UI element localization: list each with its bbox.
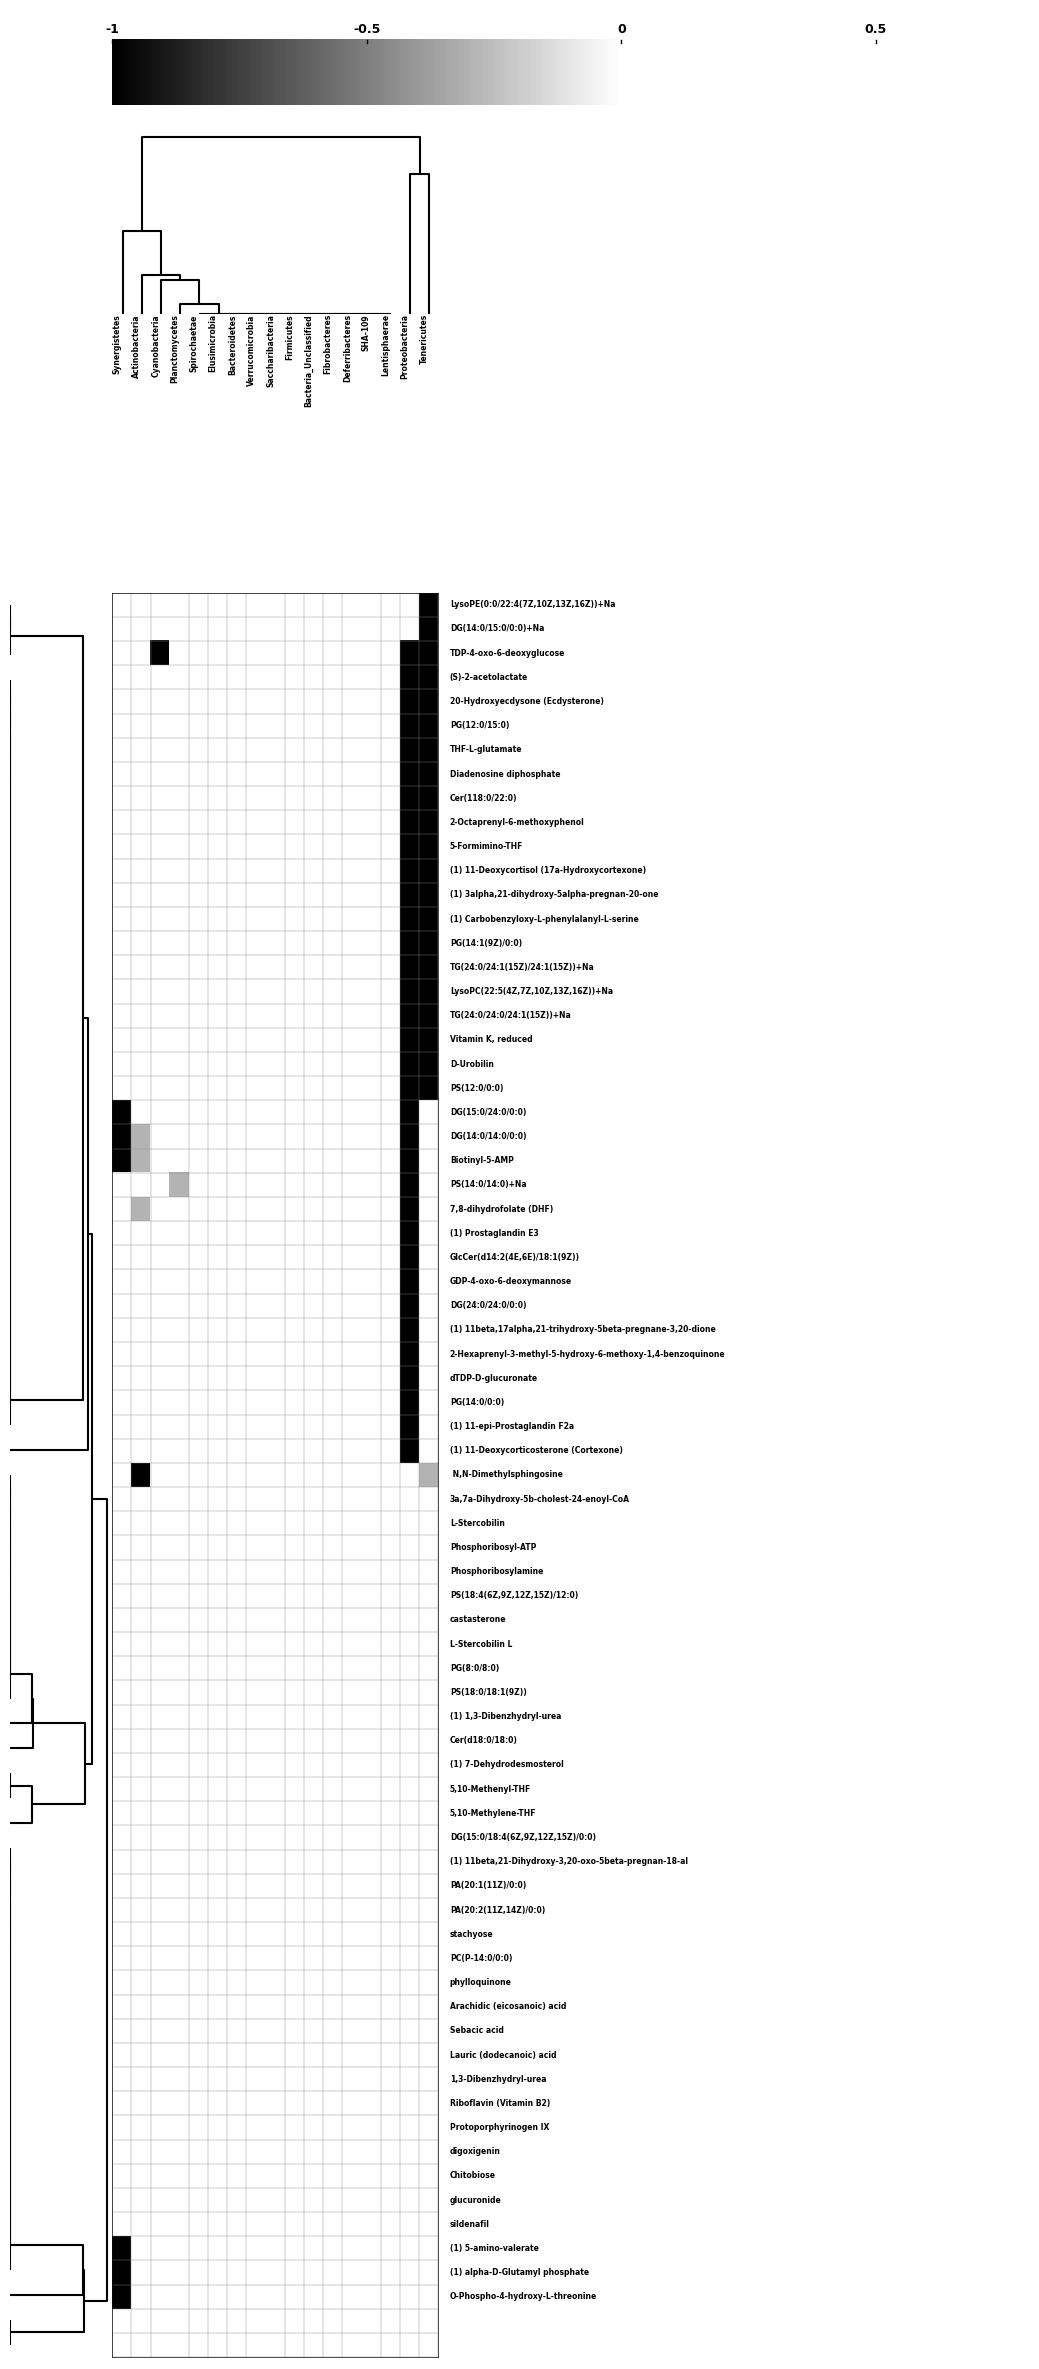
Text: GDP-4-oxo-6-deoxymannose: GDP-4-oxo-6-deoxymannose [450, 1277, 572, 1286]
Text: Fibrobacteres: Fibrobacteres [323, 315, 332, 374]
Text: Actinobacteria: Actinobacteria [132, 315, 141, 377]
Text: digoxigenin: digoxigenin [450, 2146, 501, 2156]
Text: 3a,7a-Dihydroxy-5b-cholest-24-enoyl-CoA: 3a,7a-Dihydroxy-5b-cholest-24-enoyl-CoA [450, 1495, 630, 1504]
Text: THF-L-glutamate: THF-L-glutamate [450, 746, 523, 753]
Text: PG(14:0/0:0): PG(14:0/0:0) [450, 1398, 504, 1407]
Text: DG(15:0/18:4(6Z,9Z,12Z,15Z)/0:0): DG(15:0/18:4(6Z,9Z,12Z,15Z)/0:0) [450, 1834, 595, 1843]
Text: Verrucomicrobia: Verrucomicrobia [247, 315, 256, 386]
Text: PS(12:0/0:0): PS(12:0/0:0) [450, 1083, 503, 1092]
Text: (1) Prostaglandin E3: (1) Prostaglandin E3 [450, 1230, 538, 1237]
Text: 0.5: 0.5 [864, 24, 887, 36]
Text: N,N-Dimethylsphingosine: N,N-Dimethylsphingosine [450, 1471, 563, 1478]
Text: 5,10-Methenyl-THF: 5,10-Methenyl-THF [450, 1784, 531, 1793]
Text: Firmicutes: Firmicutes [286, 315, 294, 360]
Text: Riboflavin (Vitamin B2): Riboflavin (Vitamin B2) [450, 2099, 550, 2108]
Text: dTDP-D-glucuronate: dTDP-D-glucuronate [450, 1374, 538, 1383]
Text: Sebacic acid: Sebacic acid [450, 2025, 504, 2035]
Text: Diadenosine diphosphate: Diadenosine diphosphate [450, 770, 560, 779]
Text: Lauric (dodecanoic) acid: Lauric (dodecanoic) acid [450, 2052, 556, 2059]
Text: Tenericutes: Tenericutes [420, 315, 428, 365]
Text: PS(18:0/18:1(9Z)): PS(18:0/18:1(9Z)) [450, 1689, 527, 1696]
Text: (1) 7-Dehydrodesmosterol: (1) 7-Dehydrodesmosterol [450, 1760, 563, 1770]
Text: Arachidic (eicosanoic) acid: Arachidic (eicosanoic) acid [450, 2002, 566, 2011]
Text: 5-Formimino-THF: 5-Formimino-THF [450, 841, 524, 850]
Text: -0.5: -0.5 [353, 24, 380, 36]
Text: Planctomycetes: Planctomycetes [170, 315, 180, 384]
Text: (1) 11-epi-Prostaglandin F2a: (1) 11-epi-Prostaglandin F2a [450, 1421, 574, 1431]
Text: (1) 11beta,17alpha,21-trihydroxy-5beta-pregnane-3,20-dione: (1) 11beta,17alpha,21-trihydroxy-5beta-p… [450, 1324, 716, 1334]
Text: GlcCer(d14:2(4E,6E)/18:1(9Z)): GlcCer(d14:2(4E,6E)/18:1(9Z)) [450, 1253, 580, 1263]
Text: stachyose: stachyose [450, 1931, 494, 1938]
Text: D-Urobilin: D-Urobilin [450, 1059, 494, 1068]
Text: Protoporphyrinogen IX: Protoporphyrinogen IX [450, 2123, 550, 2132]
Text: (1) 11beta,21-Dihydroxy-3,20-oxo-5beta-pregnan-18-al: (1) 11beta,21-Dihydroxy-3,20-oxo-5beta-p… [450, 1857, 688, 1867]
Text: LysoPE(0:0/22:4(7Z,10Z,13Z,16Z))+Na: LysoPE(0:0/22:4(7Z,10Z,13Z,16Z))+Na [450, 599, 615, 609]
Text: Phosphoribosylamine: Phosphoribosylamine [450, 1568, 543, 1575]
Text: castasterone: castasterone [450, 1616, 506, 1625]
Text: (S)-2-acetolactate: (S)-2-acetolactate [450, 673, 528, 682]
Text: 1,3-Dibenzhydryl-urea: 1,3-Dibenzhydryl-urea [450, 2075, 547, 2085]
Text: TG(24:0/24:0/24:1(15Z))+Na: TG(24:0/24:0/24:1(15Z))+Na [450, 1012, 571, 1021]
Text: DG(15:0/24:0/0:0): DG(15:0/24:0/0:0) [450, 1109, 526, 1116]
Text: (1) 11-Deoxycorticosterone (Cortexone): (1) 11-Deoxycorticosterone (Cortexone) [450, 1445, 622, 1455]
Text: Proteobacteria: Proteobacteria [400, 315, 409, 379]
Text: Synergistetes: Synergistetes [113, 315, 122, 374]
Text: Vitamin K, reduced: Vitamin K, reduced [450, 1035, 532, 1045]
Text: -1: -1 [105, 24, 119, 36]
Text: PS(14:0/14:0)+Na: PS(14:0/14:0)+Na [450, 1180, 527, 1189]
Text: Spirochaetae: Spirochaetae [189, 315, 198, 372]
Text: Biotinyl-5-AMP: Biotinyl-5-AMP [450, 1156, 513, 1166]
Text: Deferribacteres: Deferribacteres [343, 315, 352, 381]
Text: L-Stercobilin L: L-Stercobilin L [450, 1639, 512, 1649]
Text: (1) 5-amino-valerate: (1) 5-amino-valerate [450, 2243, 539, 2253]
Text: 5,10-Methylene-THF: 5,10-Methylene-THF [450, 1810, 536, 1817]
Text: SHA-109: SHA-109 [362, 315, 371, 351]
Text: 0: 0 [617, 24, 625, 36]
Text: DG(14:0/14:0/0:0): DG(14:0/14:0/0:0) [450, 1132, 527, 1142]
Text: Bacteroidetes: Bacteroidetes [228, 315, 237, 374]
Text: 2-Hexaprenyl-3-methyl-5-hydroxy-6-methoxy-1,4-benzoquinone: 2-Hexaprenyl-3-methyl-5-hydroxy-6-methox… [450, 1350, 725, 1357]
Text: O-Phospho-4-hydroxy-L-threonine: O-Phospho-4-hydroxy-L-threonine [450, 2293, 597, 2300]
Text: Elusimicrobia: Elusimicrobia [209, 315, 217, 372]
Text: (1) 3alpha,21-dihydroxy-5alpha-pregnan-20-one: (1) 3alpha,21-dihydroxy-5alpha-pregnan-2… [450, 891, 659, 900]
Text: Saccharibacteria: Saccharibacteria [266, 315, 275, 386]
Text: PA(20:2(11Z,14Z)/0:0): PA(20:2(11Z,14Z)/0:0) [450, 1905, 545, 1914]
Text: DG(24:0/24:0/0:0): DG(24:0/24:0/0:0) [450, 1301, 527, 1310]
Text: Cyanobacteria: Cyanobacteria [151, 315, 160, 377]
Text: Chitobiose: Chitobiose [450, 2172, 496, 2179]
Text: 7,8-dihydrofolate (DHF): 7,8-dihydrofolate (DHF) [450, 1203, 553, 1213]
Text: PC(P-14:0/0:0): PC(P-14:0/0:0) [450, 1954, 512, 1964]
Text: 20-Hydroxyecdysone (Ecdysterone): 20-Hydroxyecdysone (Ecdysterone) [450, 696, 604, 706]
Text: sildenafil: sildenafil [450, 2220, 489, 2229]
Text: TG(24:0/24:1(15Z)/24:1(15Z))+Na: TG(24:0/24:1(15Z)/24:1(15Z))+Na [450, 962, 594, 971]
Text: PS(18:4(6Z,9Z,12Z,15Z)/12:0): PS(18:4(6Z,9Z,12Z,15Z)/12:0) [450, 1592, 578, 1601]
Text: phylloquinone: phylloquinone [450, 1978, 512, 1988]
Text: PG(12:0/15:0): PG(12:0/15:0) [450, 720, 509, 730]
Text: DG(14:0/15:0/0:0)+Na: DG(14:0/15:0/0:0)+Na [450, 625, 544, 633]
Text: PA(20:1(11Z)/0:0): PA(20:1(11Z)/0:0) [450, 1881, 526, 1890]
Text: Phosphoribosyl-ATP: Phosphoribosyl-ATP [450, 1542, 536, 1552]
Text: (1) 11-Deoxycortisol (17a-Hydroxycortexone): (1) 11-Deoxycortisol (17a-Hydroxycortexo… [450, 867, 646, 874]
Text: LysoPC(22:5(4Z,7Z,10Z,13Z,16Z))+Na: LysoPC(22:5(4Z,7Z,10Z,13Z,16Z))+Na [450, 988, 613, 995]
Text: PG(8:0/8:0): PG(8:0/8:0) [450, 1663, 499, 1673]
Text: Cer(d18:0/18:0): Cer(d18:0/18:0) [450, 1736, 517, 1746]
Text: PG(14:1(9Z)/0:0): PG(14:1(9Z)/0:0) [450, 938, 522, 948]
Text: (1) alpha-D-Glutamyl phosphate: (1) alpha-D-Glutamyl phosphate [450, 2267, 589, 2277]
Text: Bacteria_Unclassified: Bacteria_Unclassified [304, 315, 314, 407]
Text: TDP-4-oxo-6-deoxyglucose: TDP-4-oxo-6-deoxyglucose [450, 649, 565, 659]
Text: Lentisphaerae: Lentisphaerae [381, 315, 390, 377]
Text: Cer(118:0/22:0): Cer(118:0/22:0) [450, 794, 517, 803]
Text: (1) Carbobenzyloxy-L-phenylalanyl-L-serine: (1) Carbobenzyloxy-L-phenylalanyl-L-seri… [450, 914, 639, 924]
Text: 2-Octaprenyl-6-methoxyphenol: 2-Octaprenyl-6-methoxyphenol [450, 817, 585, 827]
Text: (1) 1,3-Dibenzhydryl-urea: (1) 1,3-Dibenzhydryl-urea [450, 1713, 561, 1722]
Text: L-Stercobilin: L-Stercobilin [450, 1519, 505, 1528]
Text: glucuronide: glucuronide [450, 2196, 502, 2206]
